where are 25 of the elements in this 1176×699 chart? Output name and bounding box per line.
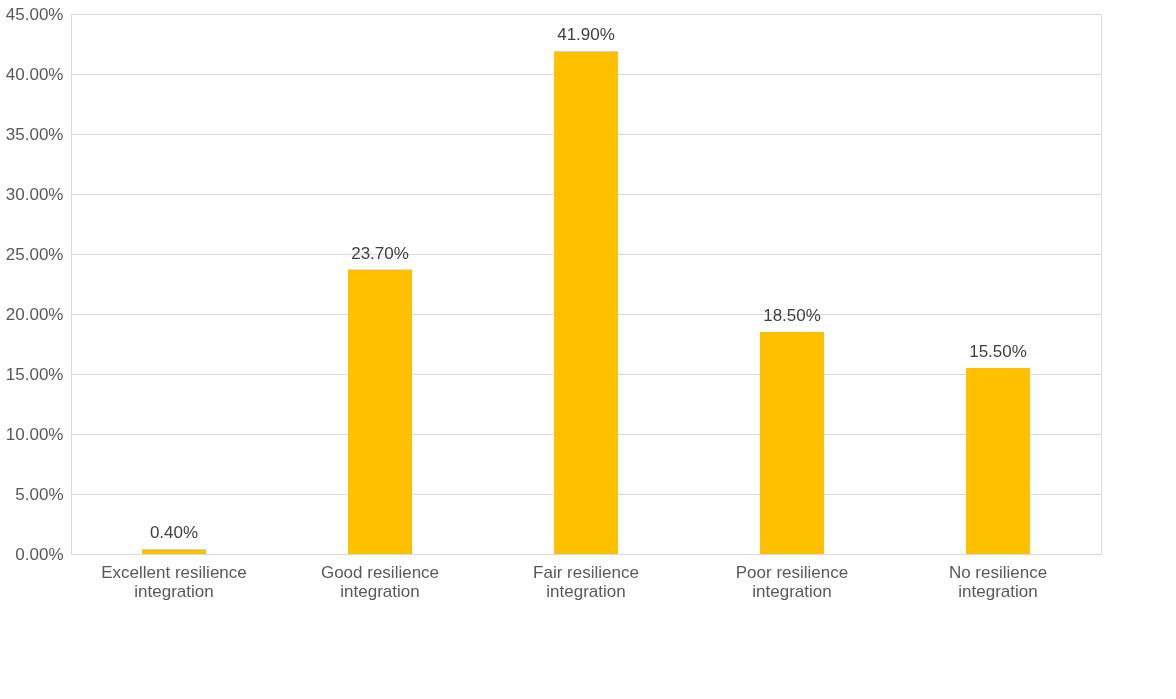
x-tick-label: Fair resilience integration: [533, 562, 639, 601]
data-label: 18.50%: [763, 306, 821, 325]
y-tick-label: 0.00%: [15, 544, 64, 564]
bar: [348, 269, 412, 554]
x-tick-label: No resilience integration: [948, 562, 1048, 601]
y-tick-label: 35.00%: [5, 124, 64, 144]
y-tick-label: 25.00%: [5, 244, 64, 264]
data-label: 15.50%: [969, 342, 1027, 361]
y-tick-label: 30.00%: [5, 184, 64, 204]
y-tick-label: 15.00%: [5, 364, 64, 384]
bar: [760, 332, 824, 554]
x-tick-label: Poor resilience integration: [735, 562, 849, 601]
y-tick-label: 40.00%: [5, 64, 64, 84]
x-tick-label: Good resilience integration: [320, 562, 440, 601]
bar: [966, 368, 1030, 554]
y-tick-label: 20.00%: [5, 304, 64, 324]
bar: [554, 51, 618, 554]
y-tick-label: 5.00%: [15, 484, 64, 504]
bar: [142, 549, 206, 554]
data-label: 41.90%: [557, 25, 615, 45]
data-label: 0.40%: [149, 523, 199, 543]
y-tick-label: 10.00%: [5, 424, 64, 444]
y-tick-label: 45.00%: [5, 4, 64, 24]
x-tick-label: Excellent resilience integration: [101, 562, 247, 601]
data-label: 23.70%: [351, 243, 409, 263]
